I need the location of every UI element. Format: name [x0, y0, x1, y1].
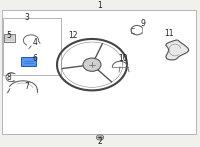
Text: 3: 3: [25, 13, 29, 22]
Text: 2: 2: [98, 137, 102, 146]
Text: 7: 7: [25, 82, 29, 91]
Text: 1: 1: [98, 1, 102, 10]
Text: 10: 10: [118, 54, 128, 63]
Bar: [2, 10, 196, 134]
Text: 9: 9: [141, 19, 145, 28]
Bar: [3, 18, 61, 75]
Polygon shape: [166, 40, 189, 60]
Text: 5: 5: [7, 31, 11, 40]
Text: 8: 8: [7, 73, 11, 82]
Circle shape: [98, 136, 102, 139]
FancyBboxPatch shape: [21, 57, 36, 66]
Circle shape: [96, 135, 104, 140]
Text: 6: 6: [33, 54, 37, 63]
Text: 4: 4: [33, 38, 37, 47]
Text: 12: 12: [68, 31, 78, 40]
Text: 11: 11: [164, 29, 174, 38]
Circle shape: [83, 58, 101, 71]
Bar: [4, 34, 15, 42]
